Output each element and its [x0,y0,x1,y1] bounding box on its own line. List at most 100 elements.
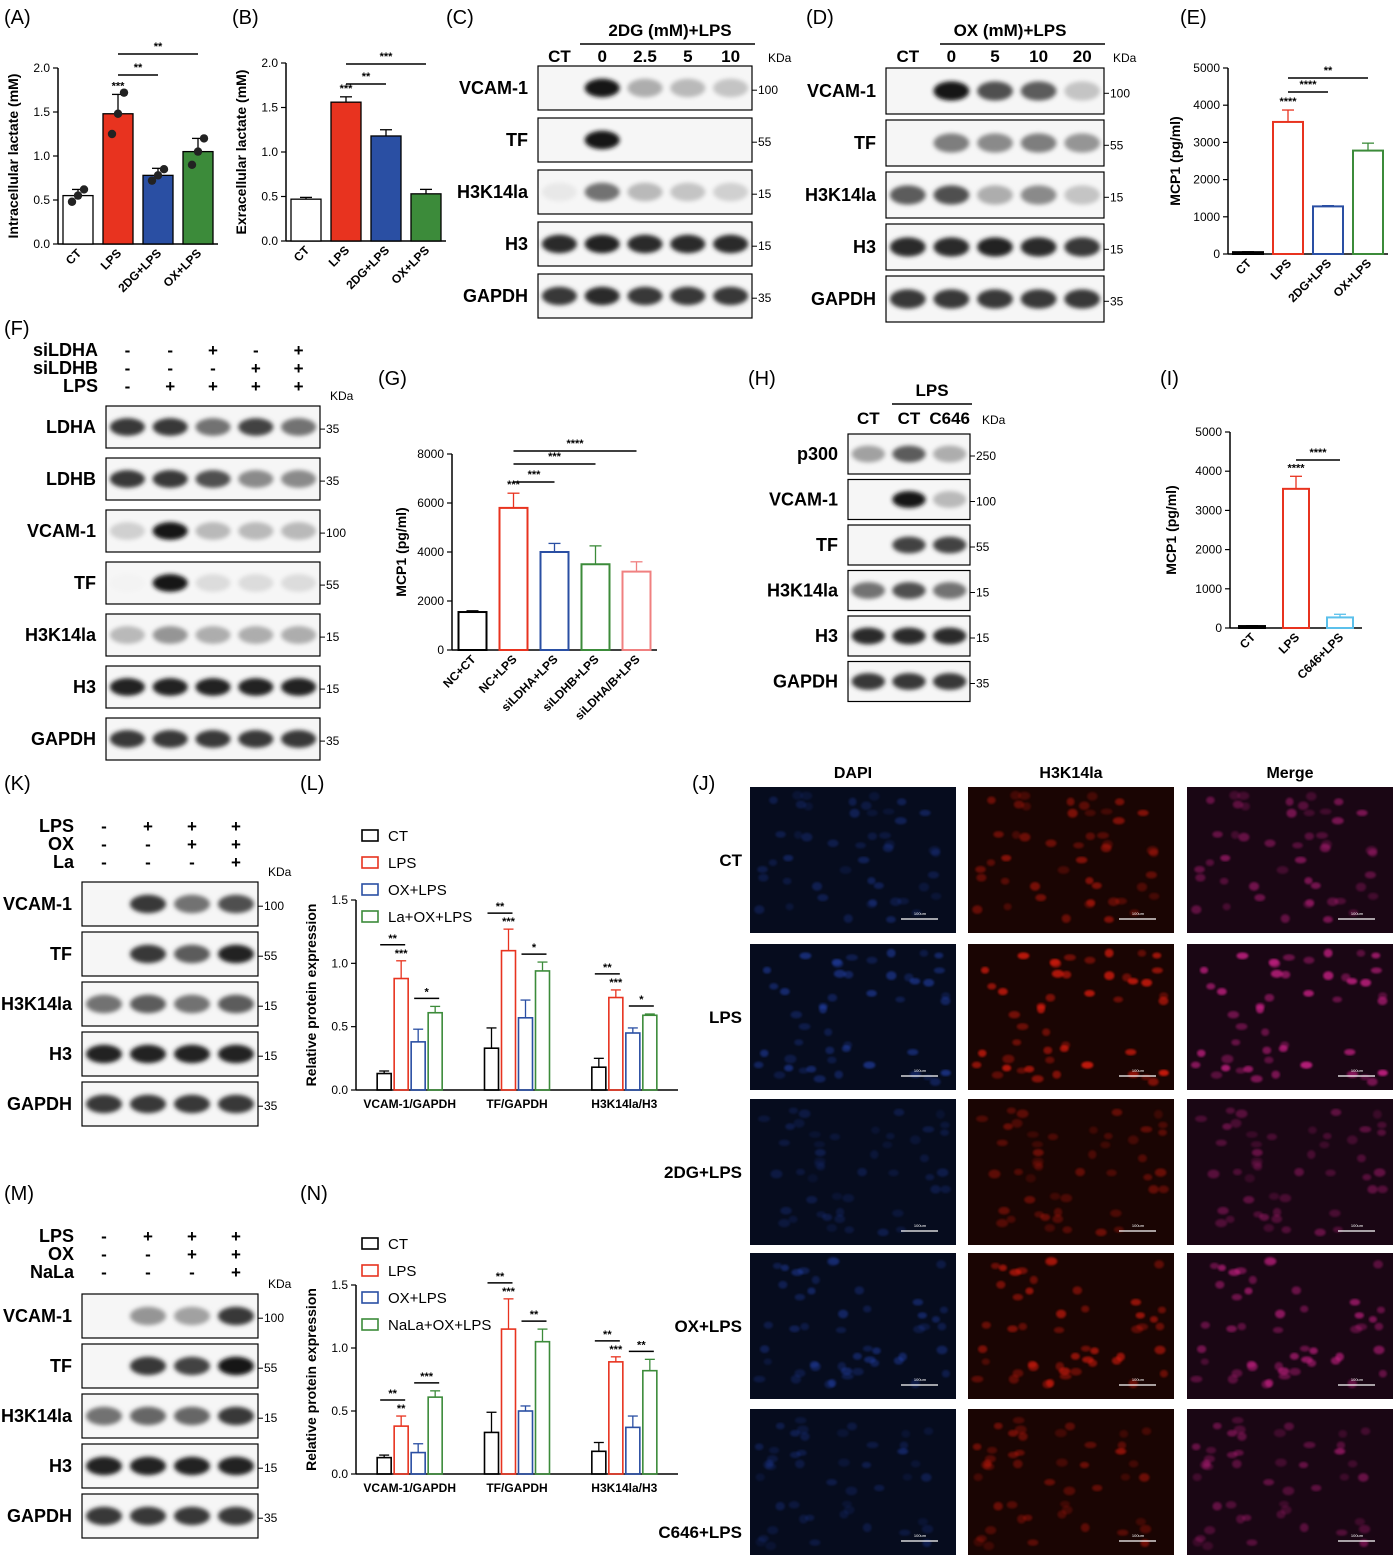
mw-marker: 55 [264,1361,278,1375]
nucleus [832,959,844,968]
nucleus [1088,1359,1098,1367]
nucleus [1196,1345,1207,1353]
nucleus [1104,971,1115,981]
band [892,673,926,690]
significance-label: **** [1279,96,1297,108]
mw-marker: 35 [264,1511,278,1525]
bar [483,1431,500,1475]
band [932,536,967,554]
nucleus [1057,866,1070,874]
nucleus [1265,1379,1274,1388]
nucleus [1060,1194,1073,1203]
nucleus [879,832,891,839]
band [152,470,188,488]
nucleus [1129,909,1140,917]
nucleus [1091,882,1102,889]
nucleus [1130,1298,1142,1306]
mw-marker: 15 [264,1461,278,1475]
nucleus [780,1206,792,1215]
band [281,470,317,488]
nucleus [1282,1486,1295,1496]
nucleus [941,1369,950,1378]
condition-sign: - [101,1245,107,1264]
nucleus [998,1206,1010,1215]
nucleus [1220,854,1231,862]
mw-marker: 35 [326,474,340,488]
nucleus [1016,1067,1027,1074]
scale-bar-label: 100um [914,1377,927,1382]
nucleus [813,1141,826,1148]
band [892,536,926,554]
nucleus [1078,801,1090,811]
nucleus [1190,1375,1203,1383]
nucleus [868,899,878,907]
if-row-label: OX+LPS [674,1317,742,1336]
nucleus [899,1529,911,1536]
band [1064,81,1101,101]
nucleus [798,1067,809,1074]
y-tick-label: 3000 [1193,135,1220,149]
nucleus [1141,1427,1152,1436]
nucleus [1272,1326,1284,1334]
nucleus [1117,1529,1129,1536]
nucleus [1237,791,1250,800]
band [217,1456,255,1476]
band [584,234,620,254]
nucleus [1221,1064,1231,1072]
nucleus [1270,969,1283,978]
nucleus [788,1107,798,1114]
band [173,1456,211,1476]
band [129,1094,167,1114]
nucleus [1018,791,1031,800]
nucleus [986,859,996,866]
nucleus [1143,1174,1153,1181]
nucleus [1305,899,1315,907]
band [195,730,231,748]
nucleus [1244,1287,1253,1295]
nucleus [1057,1510,1067,1519]
nucleus [1190,1061,1201,1069]
lane-label: 20 [1073,47,1092,66]
nucleus [762,966,772,974]
condition-sign: - [101,835,107,854]
nucleus [1024,1196,1036,1204]
nucleus [1303,956,1315,964]
nucleus [1221,1054,1234,1064]
nucleus [1355,882,1367,892]
protein-label: LDHB [46,469,96,489]
nucleus [1139,1524,1152,1534]
nucleus [1217,1264,1226,1272]
nucleus [1232,1459,1242,1469]
nucleus [1045,839,1057,847]
nucleus [1333,798,1344,806]
significance-label: *** [609,977,623,989]
mw-marker: 35 [758,291,772,305]
mw-marker: 35 [326,734,340,748]
mw-marker: 55 [326,578,340,592]
nucleus [984,1455,996,1463]
condition-label: OX [48,1244,74,1264]
nucleus [1140,1126,1153,1133]
y-tick-label: 2.0 [33,61,50,75]
nucleus [1330,1108,1342,1116]
band [933,237,970,257]
nucleus [1136,1323,1149,1331]
nucleus [1244,1174,1255,1183]
nucleus [935,1109,945,1119]
nucleus [1072,1286,1083,1295]
nucleus [930,892,942,900]
legend-swatch [361,1264,379,1277]
condition-label: La [53,852,75,872]
nucleus [936,1345,948,1355]
nucleus [1300,1305,1309,1313]
band [1064,185,1101,205]
nucleus [886,948,896,958]
nucleus [1051,969,1064,978]
band [977,185,1013,205]
nucleus [1222,1123,1232,1130]
nucleus [1137,809,1149,817]
nucleus [768,859,778,866]
significance-label: **** [1299,79,1317,91]
mw-marker: 100 [1110,86,1130,100]
nucleus [1007,1325,1018,1333]
